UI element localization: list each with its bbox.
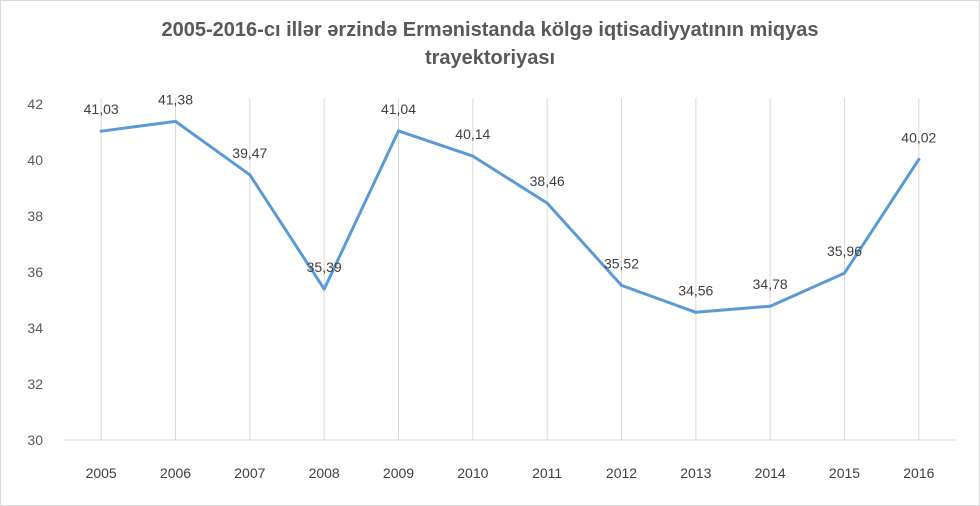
x-tick-label-2005: 2005 xyxy=(86,465,117,481)
x-tick-label-2009: 2009 xyxy=(383,465,414,481)
x-tick-label-2006: 2006 xyxy=(160,465,191,481)
chart-title-line-1: 2005-2016-cı illər ərzində Ermənistanda … xyxy=(161,19,819,41)
series-line xyxy=(99,119,921,314)
data-point-2014 xyxy=(768,304,772,308)
axes: 30 32 34 36 38 40 42 2005 2006 2007 2008 2009 2010 20… xyxy=(27,96,956,481)
data-label-2005: 41,03 xyxy=(84,101,119,117)
gridlines xyxy=(100,98,920,440)
y-tick-label-30: 30 xyxy=(27,432,43,448)
data-point-2007 xyxy=(248,173,252,177)
data-point-2006 xyxy=(174,119,177,123)
data-label-2006: 41,38 xyxy=(158,91,193,107)
data-label-2013: 34,56 xyxy=(678,282,713,298)
x-tick-label-2008: 2008 xyxy=(309,465,340,481)
data-label-2012: 35,52 xyxy=(604,255,639,271)
data-label-2010: 40,14 xyxy=(455,126,490,142)
data-point-2009 xyxy=(397,129,400,133)
data-labels: 41,03 41,38 39,47 35,39 41,04 40,14 38,46 35,52… xyxy=(84,91,937,298)
y-tick-label-38: 38 xyxy=(27,208,43,224)
data-point-2012 xyxy=(620,283,623,287)
data-label-2015: 35,96 xyxy=(827,243,862,259)
data-point-2010 xyxy=(471,154,475,158)
x-tick-label-2014: 2014 xyxy=(755,465,786,481)
x-tick-label-2015: 2015 xyxy=(829,465,860,481)
x-tick-label-2007: 2007 xyxy=(234,465,265,481)
data-point-2016 xyxy=(917,157,921,161)
y-tick-label-40: 40 xyxy=(27,152,43,168)
chart-title-line-2: trayektoriyası xyxy=(424,47,556,69)
x-tick-label-2011: 2011 xyxy=(532,465,562,481)
data-label-2014: 34,78 xyxy=(753,276,788,292)
data-label-2011: 38,46 xyxy=(530,173,565,189)
y-tick-label-32: 32 xyxy=(27,376,43,392)
data-label-2016: 40,02 xyxy=(901,129,936,145)
series-polyline xyxy=(99,119,921,314)
y-tick-label-34: 34 xyxy=(27,320,43,336)
data-point-2013 xyxy=(694,310,698,314)
data-label-2007: 39,47 xyxy=(232,145,267,161)
x-tick-label-2013: 2013 xyxy=(680,465,711,481)
data-point-2005 xyxy=(99,129,103,133)
chart-title: 2005-2016-cı illər ərzində Ermənistanda … xyxy=(0,16,980,72)
data-label-2008: 35,39 xyxy=(307,259,342,275)
data-point-2011 xyxy=(545,201,549,205)
y-tick-label-36: 36 xyxy=(27,264,43,280)
data-label-2009: 41,04 xyxy=(381,101,416,117)
y-tick-label-42: 42 xyxy=(27,96,43,112)
x-tick-label-2010: 2010 xyxy=(457,465,488,481)
data-point-2015 xyxy=(843,271,846,275)
x-tick-label-2016: 2016 xyxy=(903,465,934,481)
data-point-2008 xyxy=(322,287,326,291)
x-tick-label-2012: 2012 xyxy=(606,465,637,481)
